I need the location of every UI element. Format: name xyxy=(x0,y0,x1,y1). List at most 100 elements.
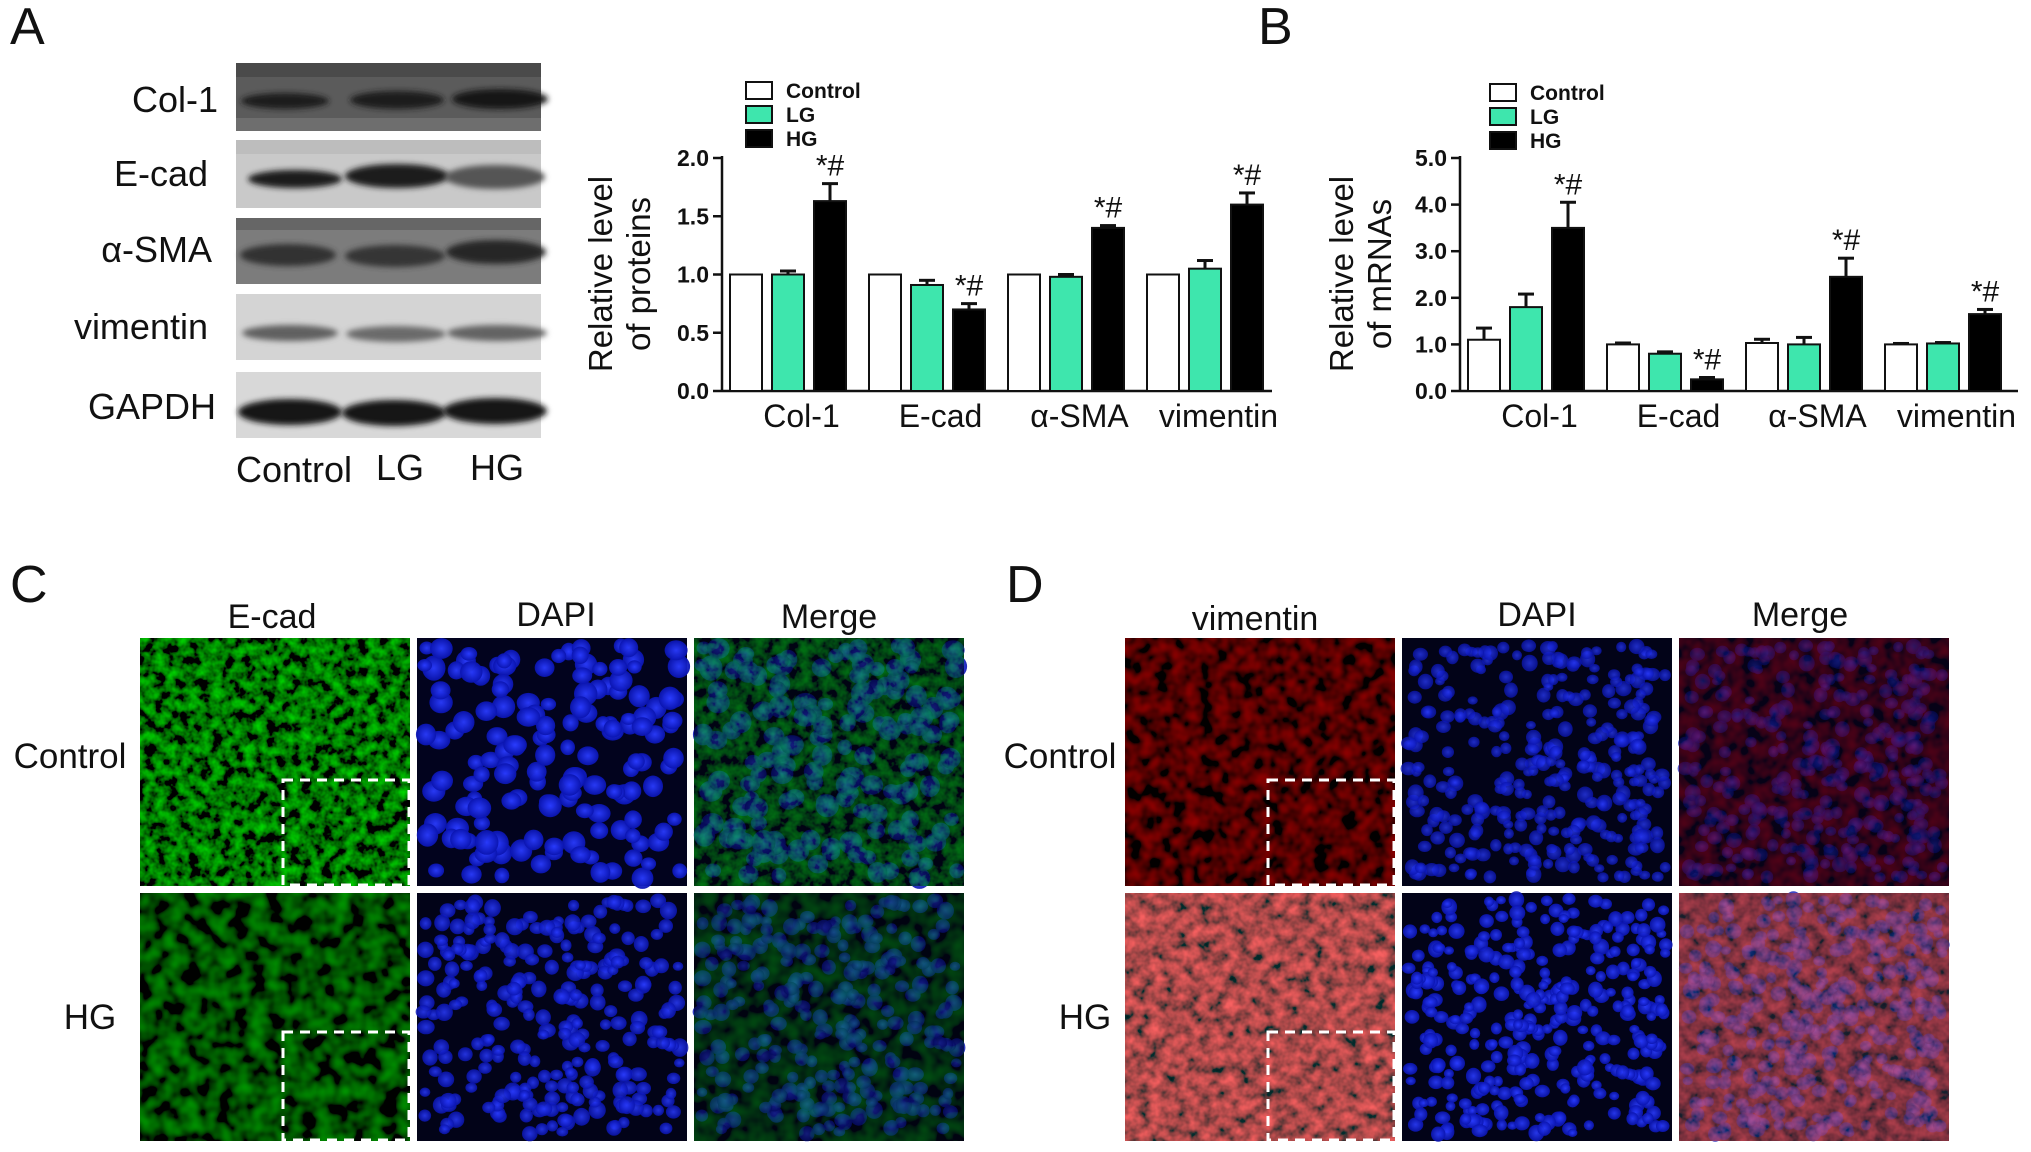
y-tick-label: 4.0 xyxy=(1415,192,1447,218)
nucleus xyxy=(516,707,541,727)
legend-label-lg: LG xyxy=(1530,106,1559,129)
y-tick-label: 0.0 xyxy=(1415,378,1447,404)
nucleus xyxy=(1626,1112,1639,1126)
bar-hg-vimentin xyxy=(1968,313,2002,392)
nucleus xyxy=(1491,706,1502,718)
nucleus xyxy=(1635,908,1648,922)
nucleus xyxy=(1568,1094,1580,1107)
nucleus xyxy=(1428,1075,1444,1090)
nucleus xyxy=(540,697,557,711)
nucleus xyxy=(1634,842,1649,854)
nucleus xyxy=(1487,719,1503,733)
nucleus xyxy=(494,867,510,884)
nucleus xyxy=(534,658,555,677)
nucleus xyxy=(1483,645,1498,661)
nucleus xyxy=(1507,1054,1522,1067)
nucleus xyxy=(1417,795,1430,807)
nucleus xyxy=(622,781,642,801)
nucleus xyxy=(535,1123,549,1136)
nucleus xyxy=(1514,1116,1530,1131)
nucleus xyxy=(1417,673,1434,690)
y-axis-label-line: of mRNAs xyxy=(1361,199,1398,349)
nucleus xyxy=(1554,653,1569,669)
nucleus xyxy=(1577,843,1593,856)
nucleus xyxy=(1412,647,1428,661)
nucleus xyxy=(566,1081,579,1094)
nucleus xyxy=(636,1081,651,1095)
nucleus xyxy=(1579,689,1591,701)
nucleus xyxy=(593,904,608,919)
nucleus xyxy=(417,659,433,672)
nucleus xyxy=(471,1037,485,1051)
nucleus xyxy=(1405,1076,1416,1086)
bar-lg-vimentin xyxy=(1188,267,1222,392)
nucleus xyxy=(1659,862,1671,873)
nucleus xyxy=(655,1036,671,1050)
nucleus xyxy=(577,746,599,766)
nucleus xyxy=(466,1069,482,1084)
nucleus xyxy=(1419,924,1431,934)
nucleus xyxy=(1464,1002,1475,1012)
nucleus xyxy=(1594,864,1605,873)
nucleus xyxy=(430,638,453,659)
nucleus xyxy=(1553,1029,1568,1046)
nucleus xyxy=(1543,682,1554,692)
nucleus xyxy=(493,1016,510,1031)
nucleus xyxy=(1469,1039,1480,1050)
nucleus xyxy=(440,1092,457,1109)
nucleus xyxy=(1431,911,1443,924)
bar-lg-vimentin xyxy=(1926,342,1960,392)
nucleus xyxy=(1519,1077,1534,1090)
nucleus xyxy=(1525,992,1542,1008)
y-axis-label-line: of proteins xyxy=(620,197,657,351)
bar-hg-vimentin xyxy=(1230,203,1264,392)
nucleus xyxy=(1590,952,1605,965)
nucleus xyxy=(1496,1119,1508,1131)
nucleus xyxy=(544,837,565,856)
nucleus xyxy=(553,988,570,1005)
bar-lg-col-1 xyxy=(1509,306,1543,392)
nucleus xyxy=(430,681,451,700)
micrograph-dapi-control-c xyxy=(415,638,691,889)
nucleus xyxy=(654,822,673,841)
nucleus xyxy=(1616,709,1628,720)
nucleus xyxy=(535,1009,551,1026)
bar-lg-a-sma xyxy=(1787,343,1821,392)
nucleus xyxy=(465,1082,478,1093)
nucleus xyxy=(474,830,499,855)
legend-swatch-control xyxy=(1489,83,1517,102)
nucleus xyxy=(417,1019,435,1035)
nucleus xyxy=(635,899,652,914)
nucleus xyxy=(1448,863,1460,873)
nucleus xyxy=(1448,923,1465,939)
nucleus xyxy=(526,761,547,782)
nucleus xyxy=(1428,928,1439,938)
nucleus xyxy=(1649,916,1666,933)
nucleus xyxy=(486,727,508,746)
nucleus xyxy=(1496,896,1506,905)
nucleus xyxy=(574,960,586,971)
nucleus xyxy=(484,933,497,944)
micrograph-vimentin-hg xyxy=(1125,893,1396,1142)
nucleus xyxy=(452,711,475,734)
nucleus xyxy=(419,641,434,655)
nucleus xyxy=(1585,796,1599,809)
bar-hg-a-sma xyxy=(1829,275,1863,392)
significance-marker: *# xyxy=(816,150,845,183)
nucleus xyxy=(659,901,678,920)
nucleus xyxy=(625,828,641,844)
nucleus xyxy=(1593,1087,1607,1099)
y-axis-label-line: Relative level xyxy=(582,176,619,372)
nucleus xyxy=(439,903,456,918)
nucleus xyxy=(419,917,432,930)
nucleus xyxy=(1607,1107,1621,1120)
nucleus xyxy=(1538,980,1549,990)
nucleus xyxy=(624,849,643,867)
nucleus xyxy=(1536,955,1549,967)
nucleus xyxy=(1423,1032,1439,1049)
nucleus xyxy=(672,961,684,971)
nucleus xyxy=(1623,799,1637,812)
blot-lane-hg: HG xyxy=(470,447,524,488)
nucleus xyxy=(592,932,606,944)
nucleus xyxy=(1540,895,1553,907)
